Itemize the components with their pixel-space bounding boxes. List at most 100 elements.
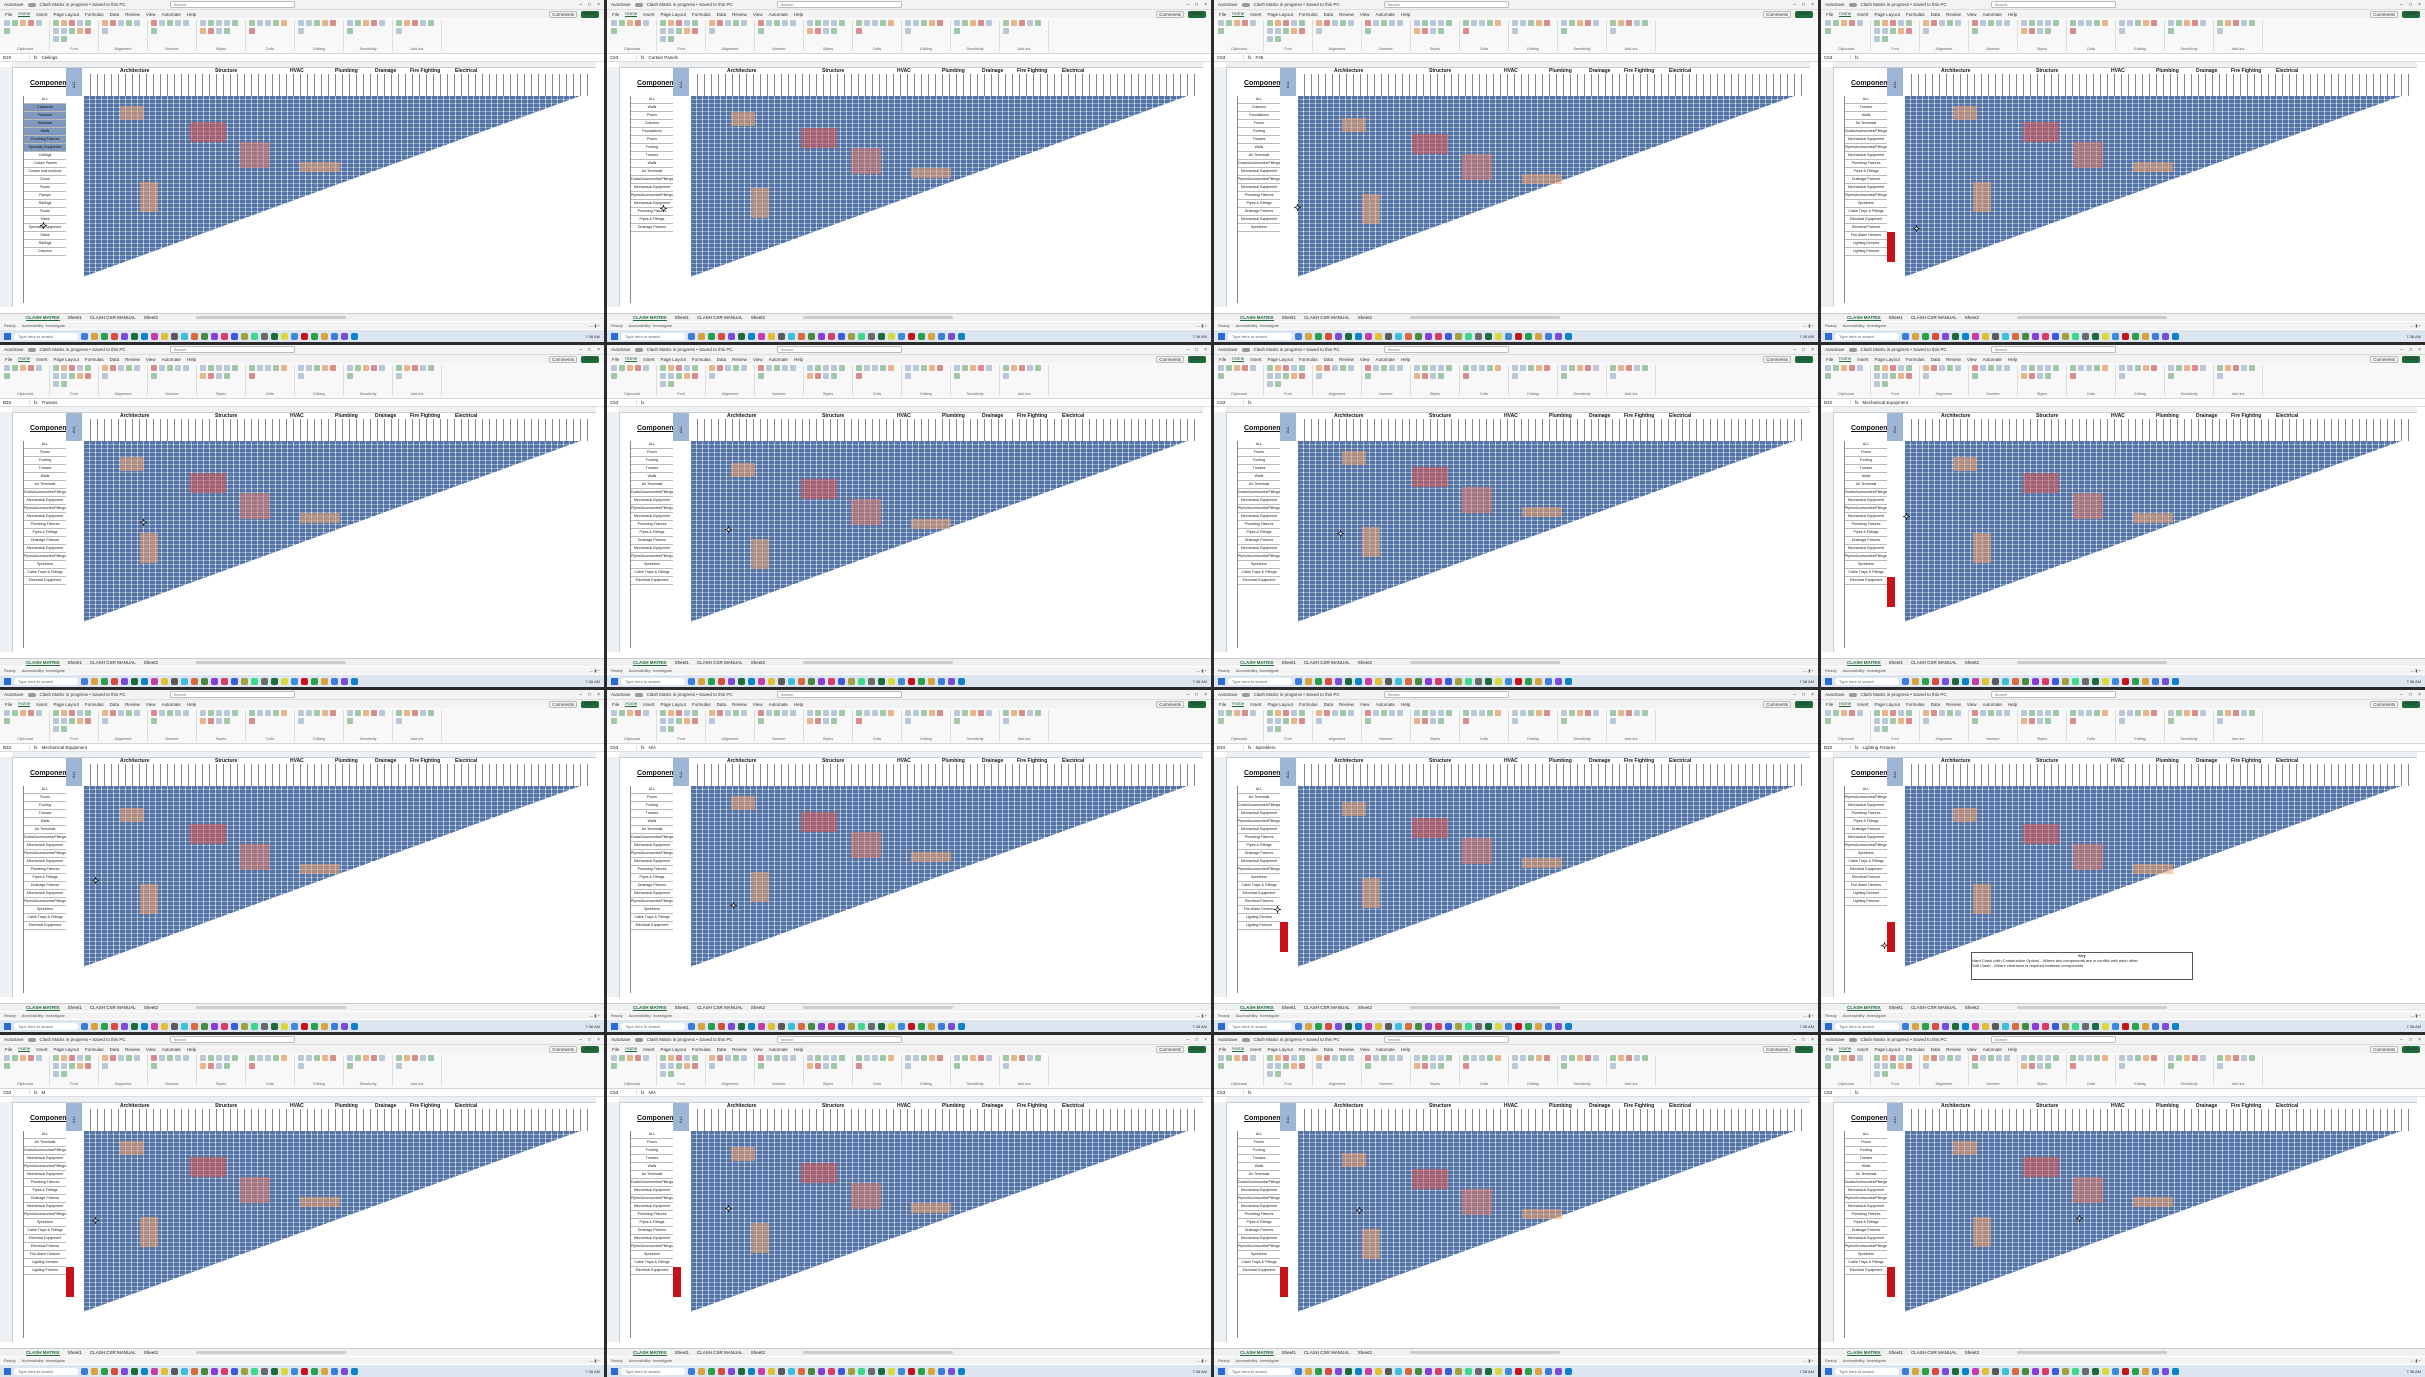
ribbon-button-icon[interactable] <box>1381 20 1387 26</box>
clash-matrix[interactable] <box>84 1131 594 1338</box>
ribbon-button-icon[interactable] <box>1438 1055 1444 1061</box>
ribbon-button-icon[interactable] <box>273 710 279 716</box>
sheet-tab-clash-matrix[interactable]: CLASH MATRIX <box>26 659 60 666</box>
taskbar-app-icon[interactable] <box>1455 1367 1462 1375</box>
menu-automate[interactable]: Automate <box>1375 356 1395 362</box>
minimize-icon[interactable]: – <box>1186 1036 1190 1043</box>
menu-review[interactable]: Review <box>732 356 747 362</box>
component-row-label[interactable]: Sprinklers <box>631 561 673 569</box>
ribbon-button-icon[interactable] <box>668 718 674 724</box>
ribbon-button-icon[interactable] <box>872 20 878 26</box>
taskbar-app-icon[interactable] <box>251 1367 258 1375</box>
ribbon-button-icon[interactable] <box>766 1055 772 1061</box>
ribbon-button-icon[interactable] <box>962 1055 968 1061</box>
taskbar-app-icon[interactable] <box>2062 677 2069 685</box>
taskbar-app-icon[interactable] <box>1365 677 1372 685</box>
ribbon-button-icon[interactable] <box>1463 710 1469 716</box>
ribbon-button-icon[interactable] <box>306 710 312 716</box>
taskbar-app-icon[interactable] <box>1555 1022 1562 1030</box>
ribbon-button-icon[interactable] <box>1389 1055 1395 1061</box>
vertical-headers[interactable] <box>84 74 594 97</box>
clash-highlight[interactable] <box>1462 487 1492 513</box>
clash-highlight[interactable] <box>801 1163 837 1183</box>
taskbar-app-icon[interactable] <box>768 332 775 340</box>
menu-formulas[interactable]: Formulas <box>1905 701 1925 707</box>
ribbon-button-icon[interactable] <box>1874 1055 1880 1061</box>
ribbon-button-icon[interactable] <box>611 1063 617 1069</box>
menu-page-layout[interactable]: Page Layout <box>53 1046 79 1052</box>
ribbon-button-icon[interactable] <box>2184 1055 2190 1061</box>
menu-file[interactable]: File <box>5 356 13 362</box>
ribbon-button-icon[interactable] <box>151 373 157 379</box>
accessibility-status[interactable]: Accessibility: Investigate <box>1235 1358 1279 1363</box>
row-headers[interactable] <box>1821 412 1834 652</box>
ribbon-button-icon[interactable] <box>986 710 992 716</box>
taskbar-app-icon[interactable] <box>758 677 765 685</box>
taskbar-app-icon[interactable] <box>1485 1367 1492 1375</box>
taskbar-app-icon[interactable] <box>2062 1367 2069 1375</box>
clash-highlight[interactable] <box>300 864 340 874</box>
component-row-label[interactable]: Floors <box>1238 1139 1280 1147</box>
ribbon-button-icon[interactable] <box>1890 1055 1896 1061</box>
clash-highlight[interactable] <box>851 148 881 174</box>
ribbon-button-icon[interactable] <box>175 365 181 371</box>
taskbar-app-icon[interactable] <box>1325 1367 1332 1375</box>
ribbon-button-icon[interactable] <box>61 1063 67 1069</box>
ribbon-button-icon[interactable] <box>2070 365 2076 371</box>
taskbar-app-icon[interactable] <box>1525 677 1532 685</box>
sheet-tab-clash-csr-manual[interactable]: CLASH CSR MANUAL <box>696 660 743 665</box>
ribbon-button-icon[interactable] <box>2086 1055 2092 1061</box>
ribbon-button-icon[interactable] <box>692 1055 698 1061</box>
taskbar-app-icon[interactable] <box>1295 332 1302 340</box>
ribbon-button-icon[interactable] <box>1422 365 1428 371</box>
minimize-icon[interactable]: – <box>2400 1036 2404 1043</box>
menu-home[interactable]: Home <box>1232 356 1245 362</box>
ribbon-button-icon[interactable] <box>660 1063 666 1069</box>
share-button[interactable]: Share <box>580 700 599 708</box>
menu-view[interactable]: View <box>1966 701 1977 707</box>
search-input[interactable]: Search <box>1383 346 1509 353</box>
ribbon-button-icon[interactable] <box>200 710 206 716</box>
taskbar-app-icon[interactable] <box>351 332 358 340</box>
ribbon-button-icon[interactable] <box>1381 710 1387 716</box>
ribbon-button-icon[interactable] <box>1218 365 1224 371</box>
ribbon-button-icon[interactable] <box>807 20 813 26</box>
menu-automate[interactable]: Automate <box>1982 1046 2002 1052</box>
ribbon-button-icon[interactable] <box>1536 365 1542 371</box>
maximize-icon[interactable]: □ <box>1802 1 1806 8</box>
sheet-tab-clash-matrix[interactable]: CLASH MATRIX <box>633 1004 667 1011</box>
ribbon-button-icon[interactable] <box>85 365 91 371</box>
clash-highlight[interactable] <box>240 493 270 519</box>
taskbar-app-icon[interactable] <box>151 332 158 340</box>
component-row-label[interactable]: Walls <box>631 160 673 168</box>
ribbon-button-icon[interactable] <box>2217 710 2223 716</box>
ribbon-button-icon[interactable] <box>2119 20 2125 26</box>
ribbon-button-icon[interactable] <box>2094 365 2100 371</box>
clash-highlight[interactable] <box>300 162 340 172</box>
component-row-label[interactable]: Ducts/Accessories/Fittings <box>631 489 673 497</box>
clash-matrix[interactable] <box>691 441 1201 648</box>
ribbon-button-icon[interactable] <box>2004 1055 2010 1061</box>
ribbon-button-icon[interactable] <box>363 365 369 371</box>
share-button[interactable]: Share <box>1187 355 1206 363</box>
ribbon-button-icon[interactable] <box>379 365 385 371</box>
clash-highlight[interactable] <box>1342 451 1366 465</box>
ribbon-button-icon[interactable] <box>929 710 935 716</box>
ribbon-button-icon[interactable] <box>831 365 837 371</box>
maximize-icon[interactable]: □ <box>1195 1 1199 8</box>
taskbar-app-icon[interactable] <box>351 1367 358 1375</box>
ribbon-button-icon[interactable] <box>611 28 617 34</box>
clash-highlight[interactable] <box>801 479 837 499</box>
ribbon-button-icon[interactable] <box>20 365 26 371</box>
all-column[interactable] <box>66 68 82 96</box>
menu-insert[interactable]: Insert <box>643 701 655 707</box>
ribbon-button-icon[interactable] <box>1512 28 1518 34</box>
component-row-label[interactable]: Plumbing Fixtures <box>631 1211 673 1219</box>
component-row-label[interactable]: Mechanical Equipment <box>24 1155 66 1163</box>
ribbon-button-icon[interactable] <box>1250 20 1256 26</box>
taskbar-app-icon[interactable] <box>1355 677 1362 685</box>
ribbon-button-icon[interactable] <box>1414 20 1420 26</box>
ribbon-button-icon[interactable] <box>1291 1055 1297 1061</box>
component-row-label[interactable]: Drainage Fixtures <box>24 537 66 545</box>
ribbon-button-icon[interactable] <box>2029 710 2035 716</box>
